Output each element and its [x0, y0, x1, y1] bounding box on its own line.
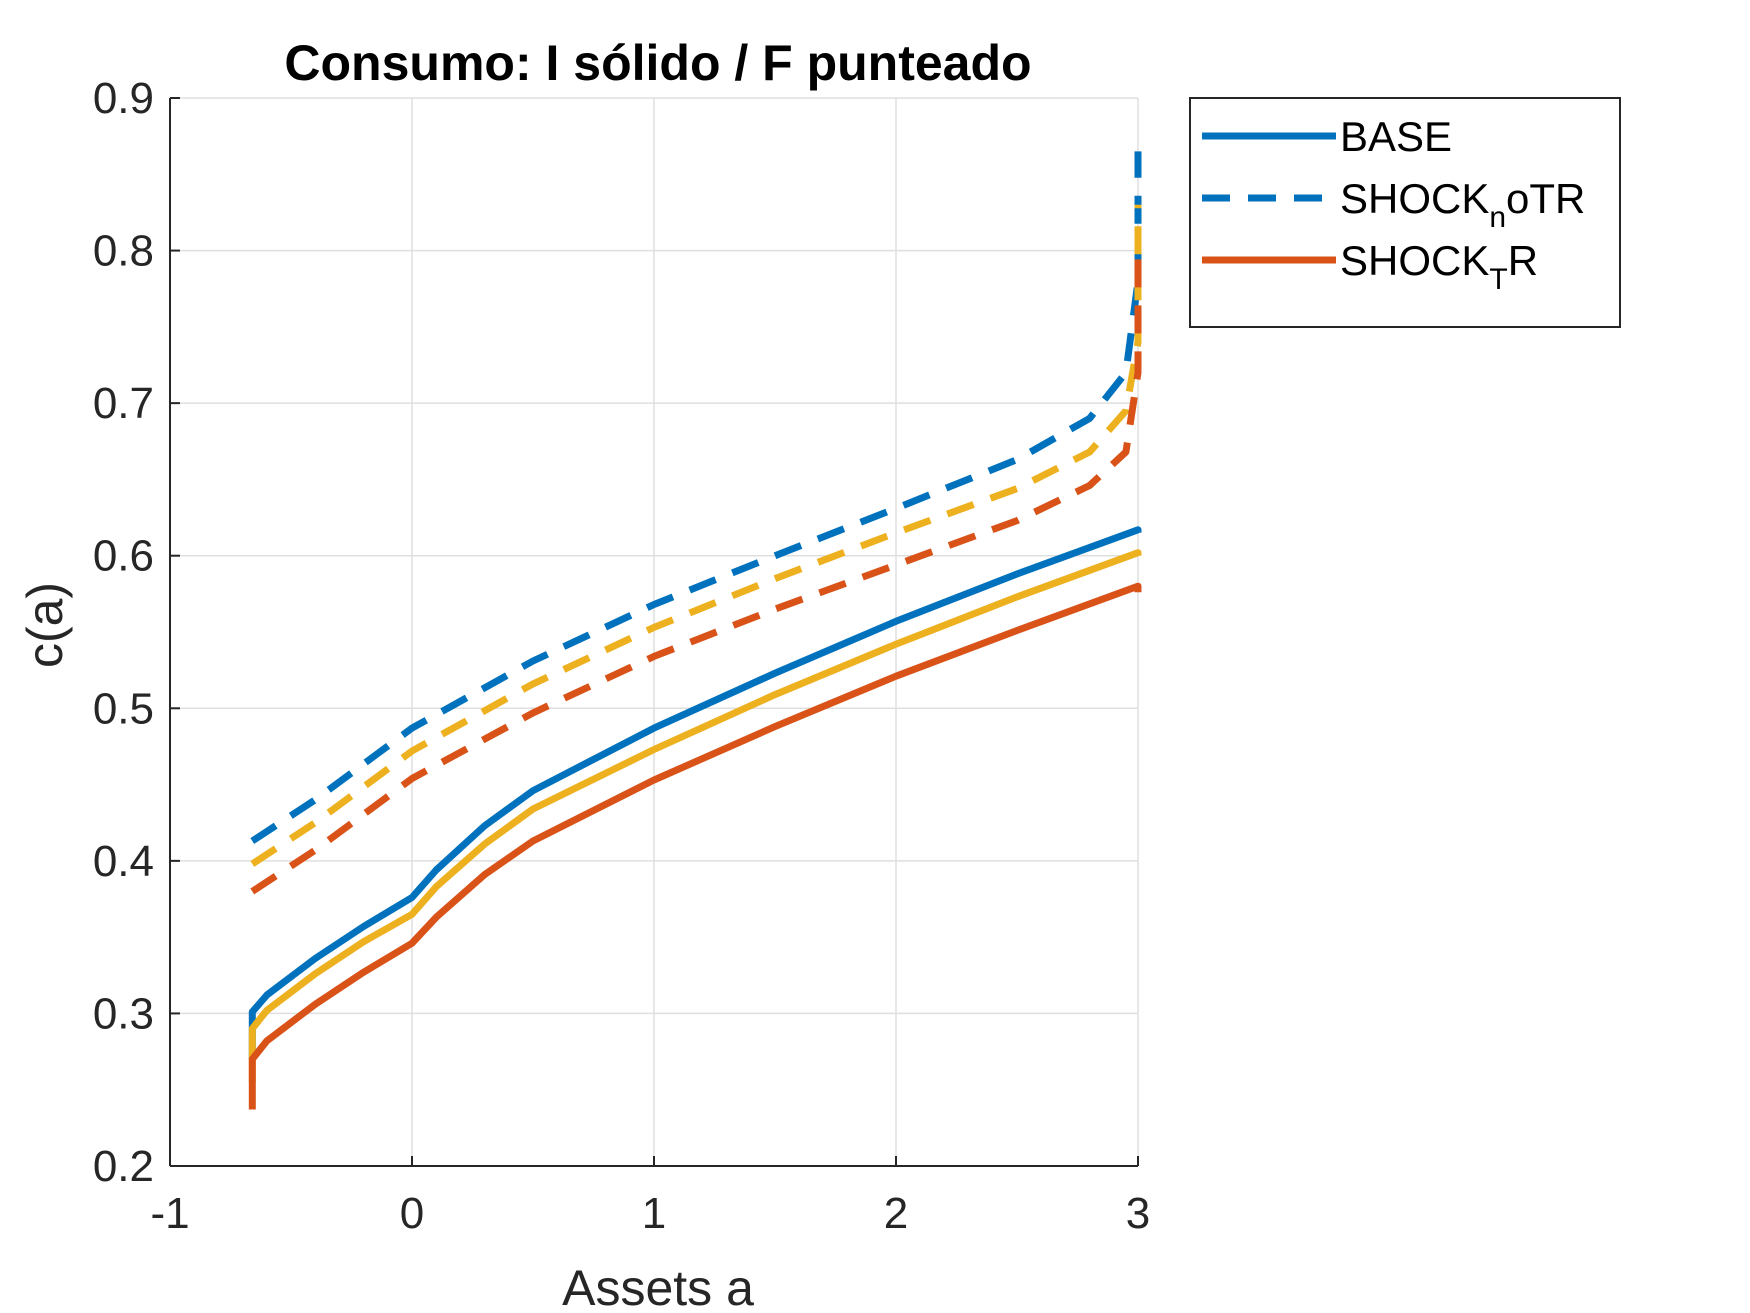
y-tick-label: 0.2 — [93, 1142, 154, 1191]
x-tick-label: 3 — [1126, 1189, 1150, 1238]
x-tick-label: 0 — [400, 1189, 424, 1238]
y-tick-label: 0.6 — [93, 532, 154, 581]
y-axis-label: c(a) — [17, 582, 73, 668]
chart-title: Consumo: I sólido / F punteado — [284, 35, 1031, 91]
series-line-5-dashed — [250, 250, 1142, 895]
legend-label-0: BASE — [1340, 113, 1452, 160]
series-line-4-dashed — [250, 204, 1142, 867]
y-tick-label: 0.8 — [93, 227, 154, 276]
x-axis-label: Assets a — [562, 1260, 754, 1313]
series-line-3-dashed — [250, 151, 1142, 844]
y-tick-label: 0.3 — [93, 989, 154, 1038]
legend-label-2: SHOCKTR — [1340, 237, 1538, 296]
y-tick-label: 0.7 — [93, 379, 154, 428]
grid-lines — [169, 97, 1139, 1167]
series-line-2-solid — [248, 582, 1142, 1110]
plot-area — [248, 151, 1142, 1110]
x-tick-label: -1 — [150, 1189, 189, 1238]
legend-label-1: SHOCKnoTR — [1340, 175, 1585, 234]
axes: -1 0 1 2 3 0.2 0.3 0.4 0.5 0.6 0.7 0.8 0.9 — [93, 74, 1150, 1238]
x-tick-label: 1 — [642, 1189, 666, 1238]
series-line-1-solid — [248, 549, 1142, 1083]
x-tick-label: 2 — [884, 1189, 908, 1238]
y-tick-label: 0.4 — [93, 837, 154, 886]
y-tick-label: 0.9 — [93, 74, 154, 123]
y-tick-label: 0.5 — [93, 684, 154, 733]
series-line-0-solid — [248, 526, 1142, 1060]
